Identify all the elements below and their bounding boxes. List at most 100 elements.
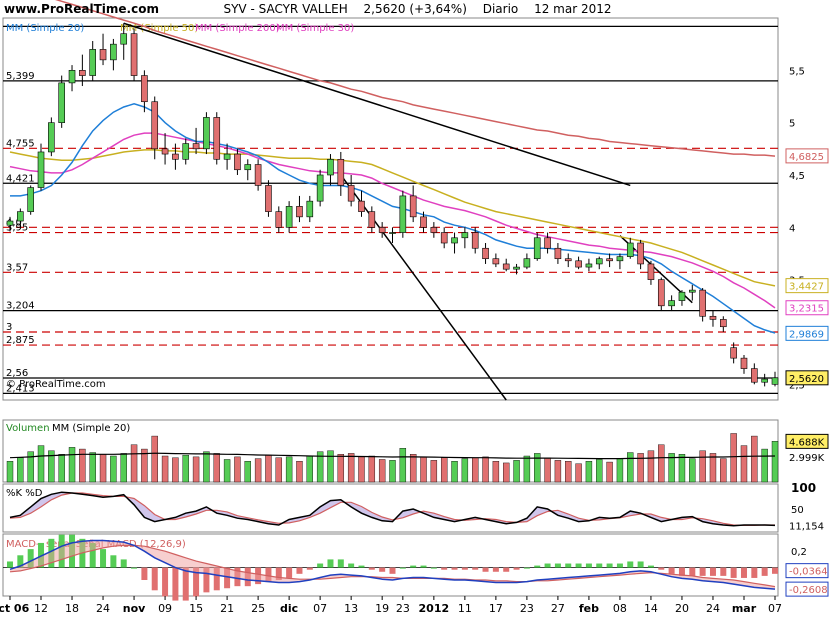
- candle-body: [327, 158, 334, 176]
- volume-bar: [709, 453, 717, 483]
- volume-bar: [472, 457, 479, 483]
- legend-sma200: MM (Simple 200): [195, 23, 280, 34]
- level-label-5: 3,57: [6, 262, 28, 273]
- candle-body: [492, 258, 500, 265]
- macd-hist-bar: [399, 567, 406, 569]
- candle-body: [761, 378, 768, 383]
- macd-hist-bar: [286, 567, 293, 578]
- volume-bar: [161, 455, 169, 483]
- candle-body: [451, 237, 458, 244]
- volume-bar: [575, 463, 582, 483]
- candle-body: [358, 200, 365, 212]
- stoch-title: %K %D: [6, 488, 43, 499]
- macd-hist-bar: [740, 567, 747, 578]
- macd-value-label: -0,0364: [789, 567, 828, 578]
- volume-bar: [306, 455, 313, 483]
- x-tick-label: 2012: [419, 602, 450, 615]
- candle-body: [213, 117, 221, 160]
- candle-body: [48, 122, 55, 153]
- level-label-8: 2,875: [6, 335, 35, 346]
- volume-bar: [482, 456, 489, 483]
- x-tick-label: 12: [34, 602, 48, 615]
- volume-bar: [182, 454, 189, 483]
- candle-body: [89, 49, 97, 76]
- volume-bar: [616, 458, 624, 483]
- macd-hist-bar: [348, 563, 355, 568]
- candle-body: [606, 258, 613, 262]
- volume-bar: [254, 458, 262, 483]
- volume-bar: [172, 457, 179, 483]
- candle-body: [203, 117, 210, 150]
- volume-bar: [544, 457, 551, 483]
- volume-bar: [523, 455, 531, 483]
- candle-body: [316, 174, 324, 202]
- volume-bar: [37, 445, 45, 483]
- level-label-10: 2,413: [6, 383, 35, 394]
- volume-bar: [668, 453, 675, 483]
- volume-bar: [627, 452, 634, 483]
- candle-body: [120, 33, 128, 45]
- value-label-sma20: 2,9869: [789, 329, 824, 340]
- candle-body: [99, 49, 107, 61]
- macd-hist-bar: [523, 567, 530, 569]
- sma20-line: [10, 103, 776, 334]
- sma200-line: [54, 0, 776, 157]
- price-tick-label: 5: [789, 119, 795, 130]
- macd-hist-bar: [513, 567, 520, 570]
- volume-bar: [265, 454, 272, 483]
- volume-bar: [420, 456, 427, 483]
- macd-hist-bar: [100, 549, 107, 568]
- candle-body: [347, 185, 355, 202]
- volume-bar: [110, 455, 117, 483]
- x-tick-label: 19: [375, 602, 389, 615]
- macd-hist-bar: [596, 563, 603, 568]
- candle-body: [254, 164, 262, 186]
- macd-hist-bar: [110, 555, 117, 568]
- candle-body: [378, 227, 386, 233]
- value-label-box-sma30: [785, 300, 829, 316]
- macd-signal-line: [9, 544, 776, 588]
- macd-hist-bar: [224, 567, 231, 589]
- macd-hist-bar: [451, 567, 458, 570]
- volume-bar: [409, 454, 417, 483]
- value-label-box-sma200: [785, 148, 829, 164]
- volume-bar: [337, 454, 345, 483]
- volume-bar: [17, 457, 24, 483]
- value-label-box-sma50: [785, 278, 829, 294]
- x-tick-label: 20: [675, 602, 689, 615]
- macd-hist-bar: [720, 567, 727, 576]
- macd-hist-bar: [120, 559, 127, 568]
- volume-ma-title: MM (Simple 20): [52, 423, 130, 434]
- candle-body: [637, 242, 644, 265]
- trendline-steep: [340, 174, 507, 401]
- volume-bar: [440, 457, 448, 483]
- macd-hist-bar: [306, 567, 313, 570]
- level-label-1: 4,755: [6, 138, 35, 149]
- volume-bar: [316, 451, 324, 483]
- macd-hist-bar: [637, 561, 644, 568]
- level-label-7: 3: [6, 322, 12, 333]
- volume-bar: [285, 456, 293, 483]
- stoch-k-line: [9, 491, 776, 527]
- macd-hist-bar: [461, 567, 468, 570]
- volume-bar: [48, 450, 55, 483]
- x-tick-label: 15: [189, 602, 203, 615]
- macd-hist-bar: [17, 555, 24, 568]
- candle-body: [461, 232, 469, 239]
- candle-body: [502, 263, 510, 270]
- candle-body: [699, 289, 706, 317]
- macd-value-box: [785, 563, 829, 579]
- volume-bar: [606, 461, 613, 483]
- macd-hist-bar: [265, 567, 272, 583]
- volume-bar: [358, 456, 365, 483]
- macd-hist-bar: [410, 565, 417, 568]
- candle-body: [161, 148, 169, 155]
- period-label: Diario: [482, 2, 519, 16]
- volume-bar: [596, 459, 603, 483]
- sma50-line: [9, 149, 776, 287]
- volume-bar: [213, 453, 220, 483]
- macd-hist-bar: [420, 565, 427, 568]
- price-tick-label: 2,5: [789, 380, 805, 391]
- candle-body: [657, 279, 665, 307]
